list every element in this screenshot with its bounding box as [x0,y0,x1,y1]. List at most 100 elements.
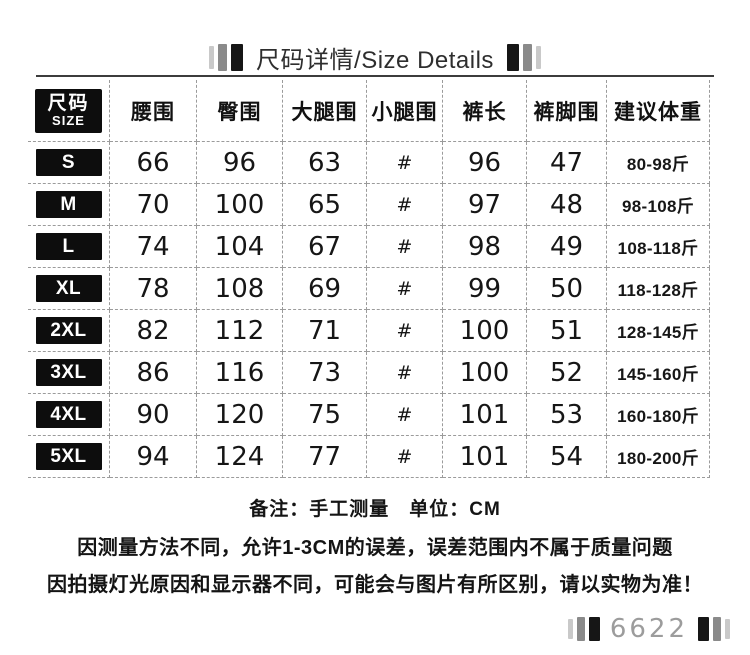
suggested-weight-cell: 80-98斤 [607,142,710,184]
hip-cell: 100 [197,184,283,226]
column-header-pants-length: 裤长 [443,80,527,142]
suggested-weight-cell: 108-118斤 [607,226,710,268]
size-header-cn: 尺码 [47,92,90,114]
pants-length-cell: 101 [443,394,527,436]
leg-opening-cell: 54 [527,436,607,478]
waist-cell: 66 [110,142,197,184]
size-header-cell: 尺码 SIZE [28,80,110,142]
size-badge: 5XL [35,443,102,470]
table-row: 2XL 82 112 71 # 100 51 128-145斤 [28,310,710,352]
suggested-weight-cell: 160-180斤 [607,394,710,436]
style-code-text: 6622 [609,614,688,644]
thigh-cell: 73 [283,352,367,394]
thigh-cell: 63 [283,142,367,184]
pants-length-cell: 101 [443,436,527,478]
table-row: 4XL 90 120 75 # 101 53 160-180斤 [28,394,710,436]
suggested-weight-cell: 145-160斤 [607,352,710,394]
hip-cell: 112 [197,310,283,352]
waist-cell: 78 [110,268,197,310]
pants-length-cell: 97 [443,184,527,226]
size-header-badge: 尺码 SIZE [35,88,102,133]
size-cell: 5XL [28,436,110,478]
pants-length-cell: 100 [443,310,527,352]
table-header-row: 尺码 SIZE 腰围 臀围 大腿围 小腿围 裤长 裤脚围 建议体重 [28,80,710,142]
page-title-row: 尺码详情/Size Details [0,40,750,75]
footer-deco-bars-right-icon [698,617,730,641]
note-tolerance: 因测量方法不同，允许1-3CM的误差，误差范围内不属于质量问题 [77,537,673,559]
leg-opening-cell: 48 [527,184,607,226]
thigh-cell: 75 [283,394,367,436]
column-header-suggested-weight: 建议体重 [607,80,710,142]
hip-cell: 104 [197,226,283,268]
size-cell: XL [28,268,110,310]
size-cell: S [28,142,110,184]
size-header-en: SIZE [52,112,85,128]
table-row: XL 78 108 69 # 99 50 118-128斤 [28,268,710,310]
size-table: 尺码 SIZE 腰围 臀围 大腿围 小腿围 裤长 裤脚围 建议体重 S 66 9… [28,80,710,478]
pants-length-cell: 100 [443,352,527,394]
table-row: S 66 96 63 # 96 47 80-98斤 [28,142,710,184]
calf-cell: # [367,352,443,394]
suggested-weight-cell: 98-108斤 [607,184,710,226]
size-badge: L [35,233,102,260]
thigh-cell: 65 [283,184,367,226]
column-header-hip: 臀围 [197,80,283,142]
size-badge: 4XL [35,401,102,428]
table-row: 3XL 86 116 73 # 100 52 145-160斤 [28,352,710,394]
title-deco-bars-left-icon [209,44,244,71]
hip-cell: 124 [197,436,283,478]
calf-cell: # [367,436,443,478]
suggested-weight-cell: 128-145斤 [607,310,710,352]
waist-cell: 86 [110,352,197,394]
column-header-thigh: 大腿围 [283,80,367,142]
waist-cell: 90 [110,394,197,436]
size-badge: 3XL [35,359,102,386]
leg-opening-cell: 50 [527,268,607,310]
waist-cell: 74 [110,226,197,268]
calf-cell: # [367,226,443,268]
calf-cell: # [367,394,443,436]
thigh-cell: 71 [283,310,367,352]
calf-cell: # [367,310,443,352]
calf-cell: # [367,184,443,226]
note-remark: 备注：手工测量 单位：CM [249,499,501,520]
table-body: S 66 96 63 # 96 47 80-98斤 M 70 100 [28,142,710,478]
table-row: 5XL 94 124 77 # 101 54 180-200斤 [28,436,710,478]
thigh-cell: 77 [283,436,367,478]
note-color-difference: 因拍摄灯光原因和显示器不同，可能会与图片有所区别，请以实物为准！ [47,574,703,596]
table-row: M 70 100 65 # 97 48 98-108斤 [28,184,710,226]
column-header-leg-opening: 裤脚围 [527,80,607,142]
size-cell: 2XL [28,310,110,352]
size-badge: S [35,149,102,176]
leg-opening-cell: 52 [527,352,607,394]
thigh-cell: 69 [283,268,367,310]
size-cell: M [28,184,110,226]
leg-opening-cell: 53 [527,394,607,436]
waist-cell: 82 [110,310,197,352]
waist-cell: 70 [110,184,197,226]
table-row: L 74 104 67 # 98 49 108-118斤 [28,226,710,268]
size-cell: L [28,226,110,268]
size-badge: 2XL [35,317,102,344]
pants-length-cell: 98 [443,226,527,268]
leg-opening-cell: 51 [527,310,607,352]
hip-cell: 120 [197,394,283,436]
hip-cell: 116 [197,352,283,394]
footer-style-code: 6622 [567,614,730,644]
column-header-waist: 腰围 [110,80,197,142]
waist-cell: 94 [110,436,197,478]
leg-opening-cell: 49 [527,226,607,268]
calf-cell: # [367,142,443,184]
size-cell: 3XL [28,352,110,394]
hip-cell: 96 [197,142,283,184]
page-title: 尺码详情/Size Details [256,47,494,74]
suggested-weight-cell: 180-200斤 [607,436,710,478]
size-badge: XL [35,275,102,302]
thigh-cell: 67 [283,226,367,268]
column-header-calf: 小腿围 [367,80,443,142]
title-deco-bars-right-icon [506,44,541,71]
pants-length-cell: 96 [443,142,527,184]
size-badge: M [35,191,102,218]
leg-opening-cell: 47 [527,142,607,184]
